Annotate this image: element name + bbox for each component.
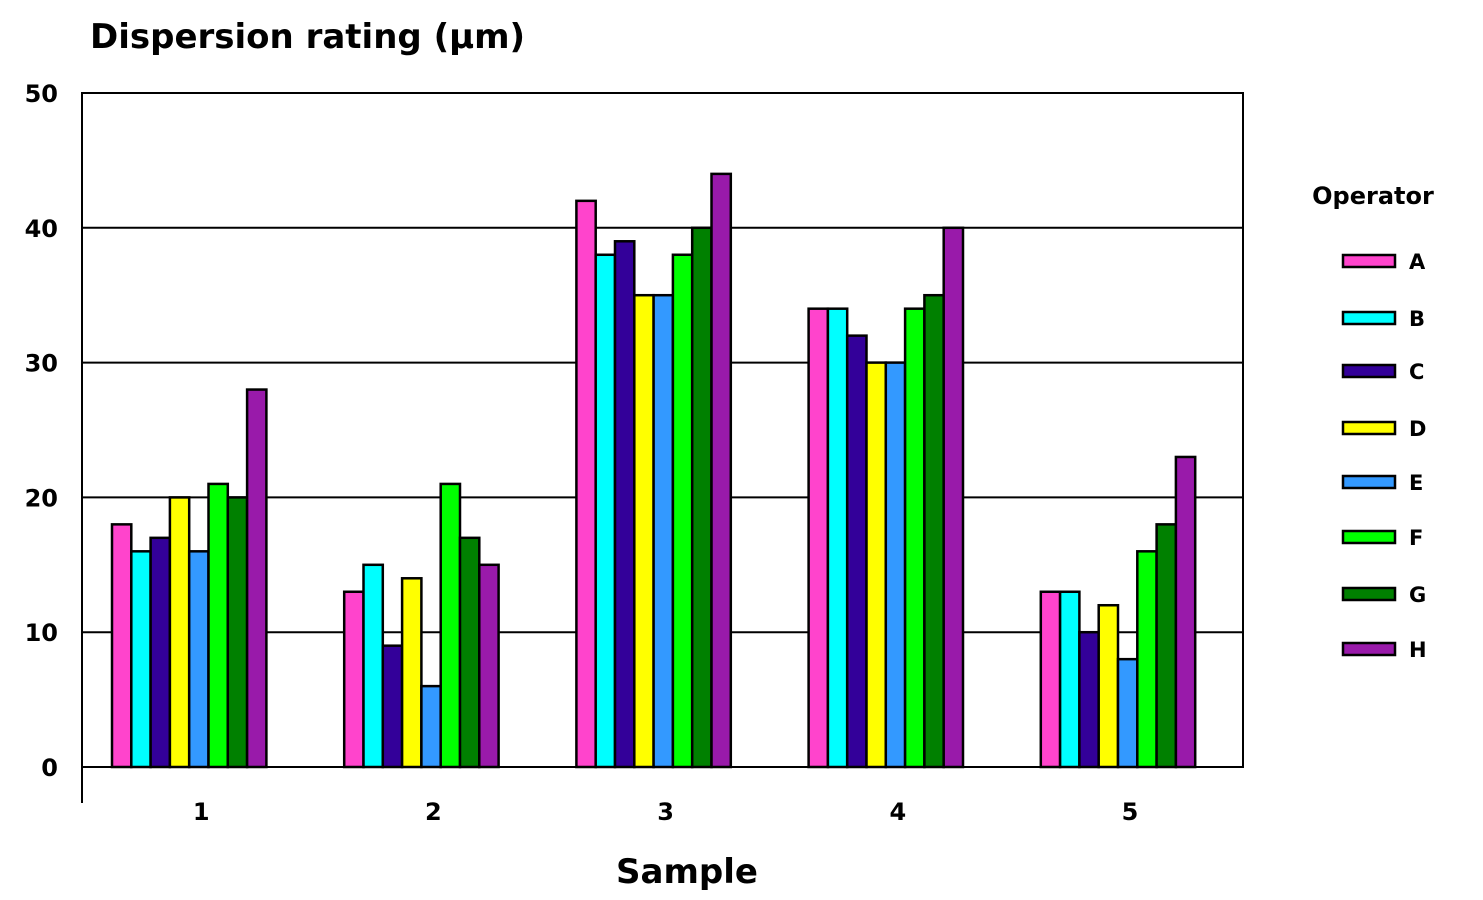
x-tick-label: 5 bbox=[1122, 798, 1139, 826]
legend-label-A: A bbox=[1409, 250, 1426, 274]
bar-G-4 bbox=[923, 293, 945, 769]
bar-H-4 bbox=[942, 226, 965, 769]
bar-H-3 bbox=[710, 172, 733, 769]
bar-F-2 bbox=[439, 482, 462, 769]
bar-C-3 bbox=[613, 240, 636, 769]
bar-B-4 bbox=[826, 307, 849, 769]
x-tick-label: 3 bbox=[657, 798, 674, 826]
bar-D-4 bbox=[865, 361, 888, 769]
y-tick-label: 50 bbox=[25, 80, 58, 108]
legend-swatch-F bbox=[1341, 529, 1397, 545]
bar-A-1 bbox=[110, 523, 133, 769]
bar-C-5 bbox=[1078, 630, 1100, 769]
bar-D-5 bbox=[1097, 603, 1120, 769]
bar-B-1 bbox=[130, 550, 152, 769]
y-tick-label: 40 bbox=[25, 215, 58, 243]
bar-E-4 bbox=[884, 361, 907, 769]
bar-F-1 bbox=[207, 482, 230, 769]
bar-A-2 bbox=[342, 590, 365, 769]
bar-C-2 bbox=[381, 644, 404, 769]
legend-swatch-A bbox=[1341, 253, 1397, 269]
bar-F-4 bbox=[903, 307, 926, 769]
bar-F-3 bbox=[671, 253, 694, 769]
bar-A-4 bbox=[807, 307, 830, 769]
bar-H-1 bbox=[245, 388, 268, 769]
y-tick-label: 0 bbox=[41, 754, 58, 782]
x-tick-label: 4 bbox=[889, 798, 906, 826]
y-tick-label: 30 bbox=[25, 350, 58, 378]
bar-E-2 bbox=[420, 684, 442, 769]
plot-area-border bbox=[81, 92, 1244, 768]
bar-D-3 bbox=[633, 293, 655, 769]
bar-H-5 bbox=[1174, 455, 1197, 769]
legend-swatch-B bbox=[1341, 310, 1397, 326]
legend-swatch-C bbox=[1341, 363, 1397, 379]
y-tick-label: 20 bbox=[25, 484, 58, 512]
legend-label-F: F bbox=[1409, 526, 1423, 550]
legend-title: Operator bbox=[1312, 182, 1434, 210]
bar-C-4 bbox=[845, 334, 868, 769]
legend-label-D: D bbox=[1409, 417, 1426, 441]
bar-A-3 bbox=[575, 199, 597, 769]
legend-label-B: B bbox=[1409, 307, 1425, 331]
bar-E-1 bbox=[187, 550, 210, 769]
bar-B-2 bbox=[362, 563, 385, 769]
bar-E-3 bbox=[652, 293, 675, 769]
x-tick-label: 1 bbox=[193, 798, 210, 826]
bar-A-5 bbox=[1039, 590, 1062, 769]
y-tick-label: 10 bbox=[25, 619, 58, 647]
chart-title: Dispersion rating (µm) bbox=[90, 17, 525, 57]
legend-label-G: G bbox=[1409, 583, 1426, 607]
bar-B-3 bbox=[594, 253, 617, 769]
legend-swatch-G bbox=[1341, 586, 1397, 602]
legend-swatch-H bbox=[1341, 641, 1397, 657]
legend-label-C: C bbox=[1409, 360, 1424, 384]
legend-swatch-D bbox=[1341, 420, 1397, 436]
bar-F-5 bbox=[1136, 550, 1158, 769]
bar-D-2 bbox=[400, 577, 423, 769]
bar-E-5 bbox=[1116, 657, 1139, 769]
bar-H-2 bbox=[478, 563, 500, 769]
bar-G-3 bbox=[690, 226, 713, 769]
bar-G-1 bbox=[226, 496, 249, 769]
bar-G-5 bbox=[1155, 523, 1178, 769]
legend-swatch-E bbox=[1341, 474, 1397, 490]
legend-label-H: H bbox=[1409, 638, 1427, 662]
x-axis-label: Sample bbox=[616, 852, 758, 892]
bar-B-5 bbox=[1058, 590, 1081, 769]
bar-G-2 bbox=[458, 536, 481, 769]
bar-C-1 bbox=[149, 536, 172, 769]
x-tick-label: 2 bbox=[425, 798, 442, 826]
bar-D-1 bbox=[168, 496, 191, 769]
legend-label-E: E bbox=[1409, 471, 1423, 495]
